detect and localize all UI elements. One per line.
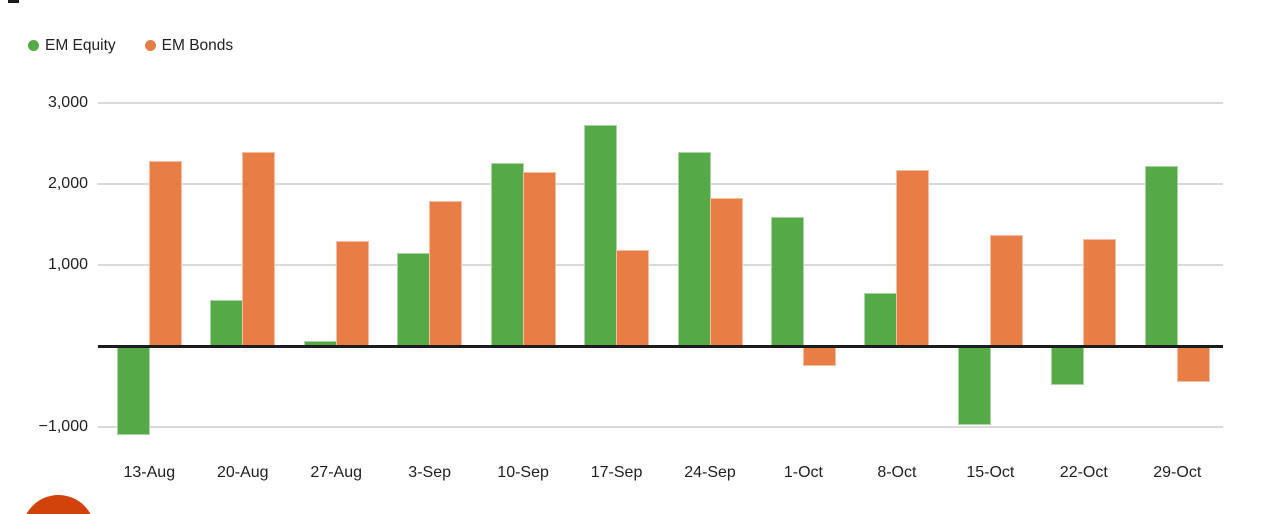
bar-em-bonds-29-oct[interactable] [1176,346,1210,383]
y-axis-tick-label: 3,000 [47,94,88,111]
legend-dot-em-bonds-icon [144,39,156,51]
bar-em-equity-29-oct[interactable] [1144,166,1178,346]
bar-em-bonds-20-aug[interactable] [242,151,276,346]
bar-em-bonds-8-oct[interactable] [896,170,930,346]
legend-item-em-bonds[interactable]: EM Bonds [144,37,234,54]
bar-em-bonds-27-aug[interactable] [335,240,369,346]
bar-em-bonds-15-oct[interactable] [989,235,1023,346]
zero-axis-line [98,344,1223,348]
top-left-sliver [8,0,19,3]
bar-em-bonds-10-sep[interactable] [522,171,556,346]
x-axis-tick-label: 27-Aug [310,464,362,481]
x-axis-tick-label: 3-Sep [408,464,451,481]
legend-dot-em-equity-icon [28,39,39,51]
x-axis-tick-label: 24-Sep [684,464,736,481]
bar-em-bonds-13-aug[interactable] [148,161,182,346]
x-axis-tick-label: 8-Oct [877,464,917,481]
legend-label-em-bonds: EM Bonds [161,37,234,54]
bar-em-equity-15-oct[interactable] [957,346,991,426]
x-axis-tick-label: 22-Oct [1059,464,1108,481]
bar-em-equity-8-oct[interactable] [864,293,898,346]
chart-legend: EM Equity EM Bonds [28,37,233,54]
legend-label-em-equity: EM Equity [45,37,116,54]
x-axis-tick-label: 15-Oct [966,464,1015,481]
bar-em-equity-1-oct[interactable] [770,217,804,346]
bar-em-bonds-22-oct[interactable] [1083,239,1117,346]
bar-em-equity-24-sep[interactable] [677,151,711,346]
gridline-1000 [98,264,1223,266]
brand-badge [22,495,95,514]
gridline-3000 [98,102,1223,104]
legend-item-em-equity[interactable]: EM Equity [28,37,116,54]
x-axis-tick-label: 10-Sep [497,464,549,481]
bar-em-bonds-24-sep[interactable] [709,197,743,346]
bar-em-equity-10-sep[interactable] [490,162,524,346]
gridline-2000 [98,183,1223,185]
x-axis-tick-label: 29-Oct [1153,464,1202,481]
bar-em-equity-17-sep[interactable] [584,124,618,346]
x-axis-tick-label: 17-Sep [590,464,643,481]
bar-em-equity-20-aug[interactable] [210,299,244,346]
y-axis-tick-label: 1,000 [47,256,88,273]
x-axis-tick-label: 1-Oct [783,464,823,481]
bar-em-bonds-3-sep[interactable] [429,201,463,346]
bar-em-equity-13-aug[interactable] [116,346,150,436]
y-axis-tick-label: −1,000 [38,418,88,435]
gridline--1000 [98,426,1223,428]
bar-em-bonds-17-sep[interactable] [616,249,650,346]
x-axis-tick-label: 13-Aug [123,464,176,481]
bar-em-equity-3-sep[interactable] [397,252,431,346]
bar-em-bonds-1-oct[interactable] [802,346,836,367]
y-axis-tick-label: 2,000 [47,175,88,192]
bar-em-equity-22-oct[interactable] [1051,346,1085,385]
x-axis-tick-label: 20-Aug [216,464,269,481]
